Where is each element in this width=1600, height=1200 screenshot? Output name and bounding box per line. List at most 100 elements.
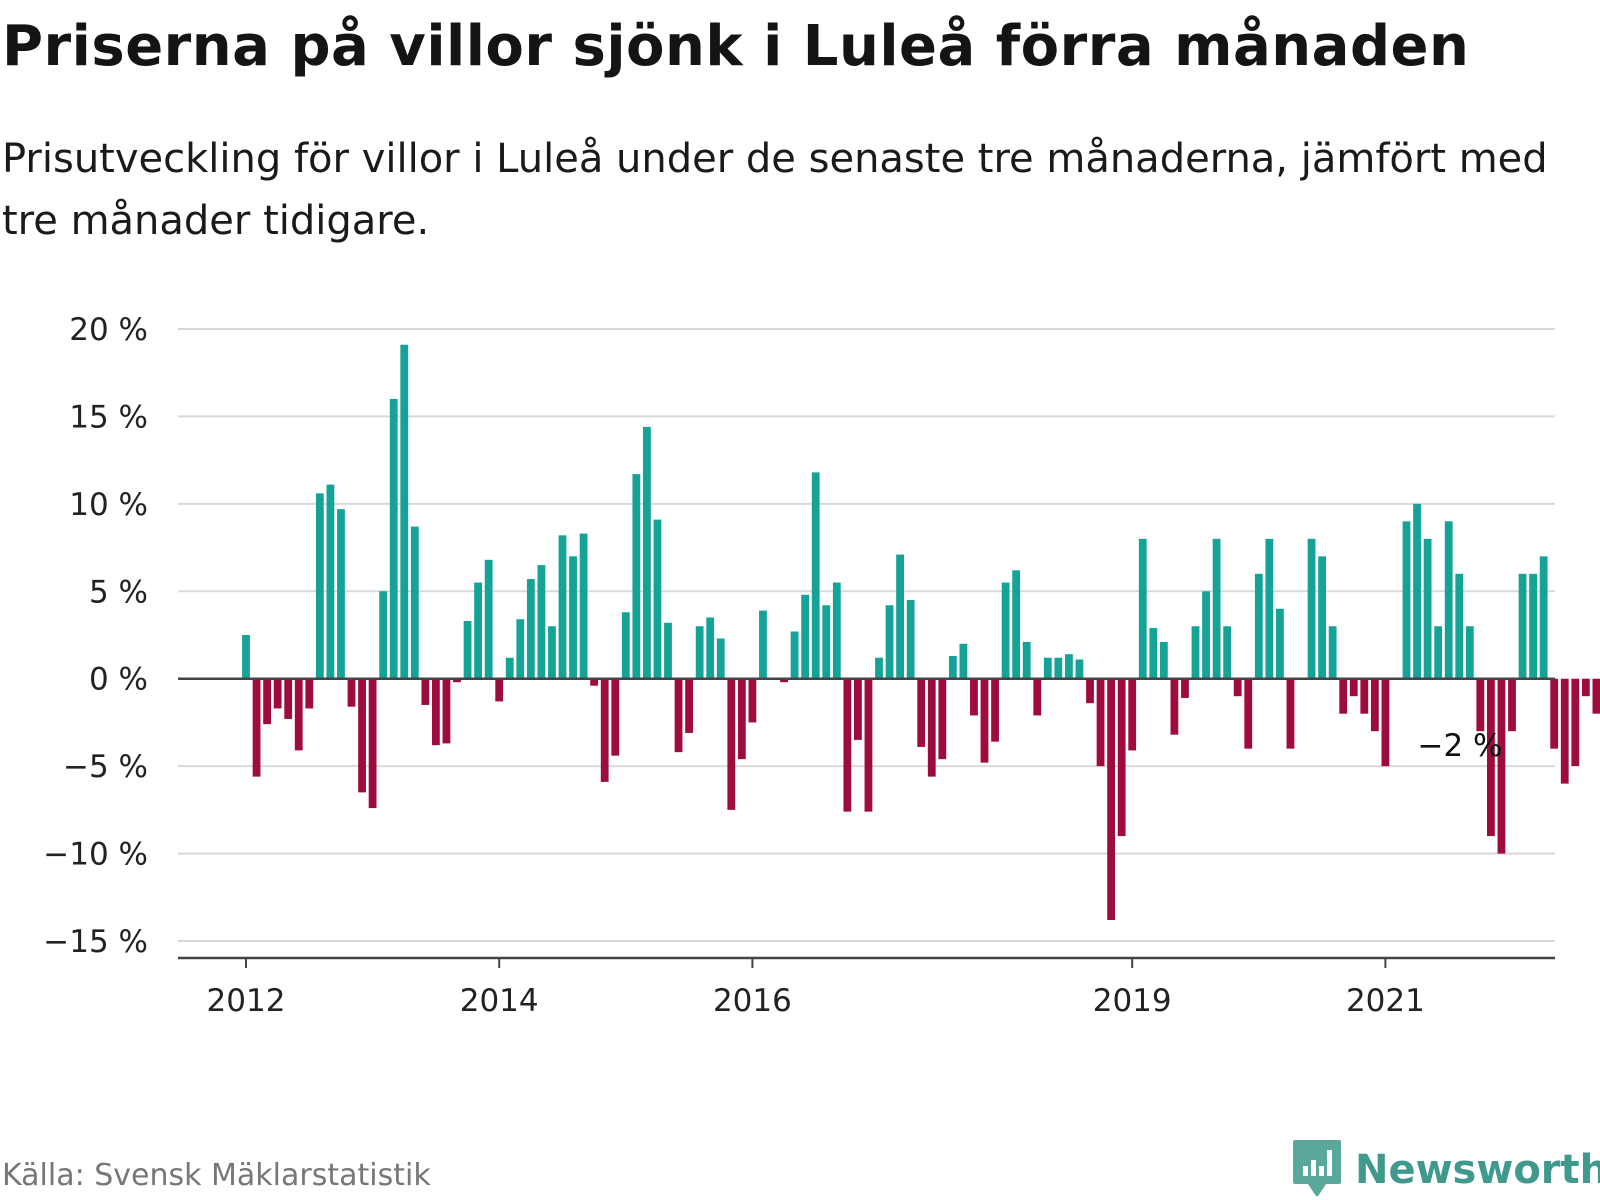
bar	[917, 678, 926, 747]
bar	[832, 582, 841, 679]
bar	[1434, 626, 1443, 679]
bar	[1054, 657, 1063, 679]
bar	[1276, 608, 1284, 679]
bar	[854, 678, 862, 740]
bar	[1307, 538, 1316, 679]
bar	[347, 678, 356, 707]
brand-name: Newsworthy	[1355, 1147, 1600, 1193]
bar	[780, 678, 788, 683]
bar	[252, 678, 261, 777]
bar	[716, 638, 725, 679]
axes	[178, 677, 1555, 960]
bar	[621, 612, 630, 679]
bar	[569, 556, 577, 679]
bar	[358, 678, 366, 793]
bar	[1107, 678, 1115, 921]
bar	[1075, 659, 1084, 679]
bar	[885, 605, 894, 679]
bar	[548, 626, 556, 679]
bar	[337, 509, 345, 679]
bar	[1539, 556, 1548, 679]
bar	[991, 678, 999, 742]
bar	[801, 594, 810, 679]
bar	[1487, 678, 1495, 837]
bar	[1012, 570, 1021, 679]
bar	[1170, 678, 1179, 735]
bar	[410, 526, 419, 679]
bar	[653, 519, 662, 679]
bar	[1001, 582, 1010, 679]
bar	[664, 622, 672, 679]
bar	[1286, 678, 1295, 749]
bar	[970, 678, 978, 716]
bars	[242, 344, 1600, 921]
bar	[1339, 678, 1348, 714]
bar	[695, 626, 704, 679]
y-tick-label: 15 %	[69, 399, 148, 435]
y-axis-ticks: 20 % 15 % 10 % 5 % 0 % −5 % −10 % −15 %	[43, 312, 148, 960]
x-tick-label: 2014	[460, 983, 539, 1019]
bar	[1560, 678, 1569, 784]
y-tick-label: −15 %	[43, 924, 148, 960]
bar	[727, 678, 736, 810]
bar	[1455, 573, 1464, 679]
bar	[959, 643, 968, 679]
bar	[980, 678, 989, 763]
bar	[938, 678, 947, 760]
bar	[463, 621, 472, 679]
bar	[1360, 678, 1369, 714]
bar	[284, 678, 293, 719]
bar	[1159, 641, 1168, 679]
chart-title: Priserna på villor sjönk i Luleå förra m…	[2, 14, 1470, 79]
bar	[1254, 573, 1263, 679]
y-tick-label: 20 %	[69, 312, 148, 348]
bar	[1022, 641, 1031, 679]
bar	[1476, 678, 1485, 732]
last-value-label: −2 %	[1417, 728, 1502, 764]
chart-subtitle: Prisutveckling för villor i Luleå under …	[2, 136, 1548, 244]
bar	[811, 472, 820, 679]
bar	[294, 678, 303, 751]
bar	[1592, 678, 1600, 714]
bar	[632, 474, 641, 679]
bar	[242, 635, 250, 679]
bar	[875, 657, 883, 679]
bar	[737, 678, 746, 760]
bar	[1423, 538, 1432, 679]
bar	[1086, 678, 1094, 704]
bar	[1497, 678, 1506, 854]
bar	[790, 631, 799, 679]
x-axis-ticks: 201220142016201920212023	[207, 958, 1600, 1019]
bar	[1328, 626, 1337, 679]
bar	[1191, 626, 1200, 679]
bar	[1413, 503, 1421, 679]
bar	[379, 591, 388, 679]
bar	[474, 582, 482, 679]
bar	[1043, 657, 1052, 679]
bar	[400, 344, 409, 679]
bar	[389, 398, 398, 679]
bar	[1096, 678, 1105, 767]
bar	[1033, 678, 1042, 716]
bar	[453, 678, 461, 683]
bar	[1233, 678, 1242, 697]
bar	[263, 678, 271, 725]
bar	[822, 605, 831, 679]
y-tick-label: 5 %	[89, 574, 148, 610]
bar	[516, 619, 525, 679]
bar	[579, 533, 588, 679]
y-tick-label: −5 %	[63, 749, 148, 785]
bar	[368, 678, 377, 809]
bar	[315, 493, 324, 679]
bar	[1149, 628, 1158, 679]
x-tick-label: 2019	[1093, 983, 1172, 1019]
bar	[1065, 654, 1073, 679]
bar	[1381, 678, 1390, 767]
bar	[643, 426, 651, 679]
source-note: Källa: Svensk Mäklarstatistik	[2, 1158, 431, 1193]
bar	[759, 610, 767, 679]
bar	[864, 678, 873, 812]
bar	[1202, 591, 1210, 679]
y-tick-label: 0 %	[89, 662, 148, 698]
bar	[1265, 538, 1274, 679]
